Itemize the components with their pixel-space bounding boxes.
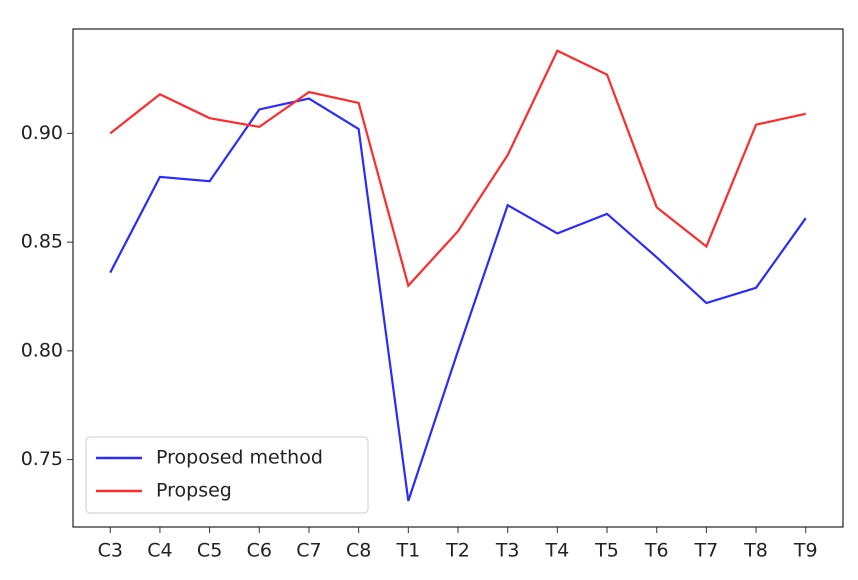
x-tick-label: T1 [395, 540, 420, 562]
series-line [109, 49, 806, 288]
x-tick-label: C6 [247, 540, 272, 562]
series-line [109, 97, 807, 502]
x-tick-label: C7 [296, 540, 321, 562]
legend-box [85, 436, 369, 514]
x-tick-label: T9 [793, 540, 818, 562]
x-tick-label: T4 [545, 540, 570, 562]
y-tick-label: 0.75 [21, 448, 63, 470]
y-tick-label: 0.85 [21, 231, 63, 253]
x-tick-label: T3 [495, 540, 520, 562]
x-tick-label: T5 [594, 540, 619, 562]
x-tick-label: C8 [346, 540, 371, 562]
x-tick-label: T6 [644, 540, 669, 562]
y-tick-label: 0.90 [21, 122, 63, 144]
legend-label: Proposed method [156, 447, 323, 469]
legend-label: Propseg [156, 480, 232, 502]
x-tick-label: C3 [98, 540, 123, 562]
x-tick-label: C4 [147, 540, 172, 562]
x-tick-label: T2 [445, 540, 470, 562]
x-tick-label: T7 [694, 540, 719, 562]
y-tick-label: 0.80 [21, 339, 63, 361]
x-tick-label: T8 [743, 540, 768, 562]
x-tick-label: C5 [197, 540, 222, 562]
